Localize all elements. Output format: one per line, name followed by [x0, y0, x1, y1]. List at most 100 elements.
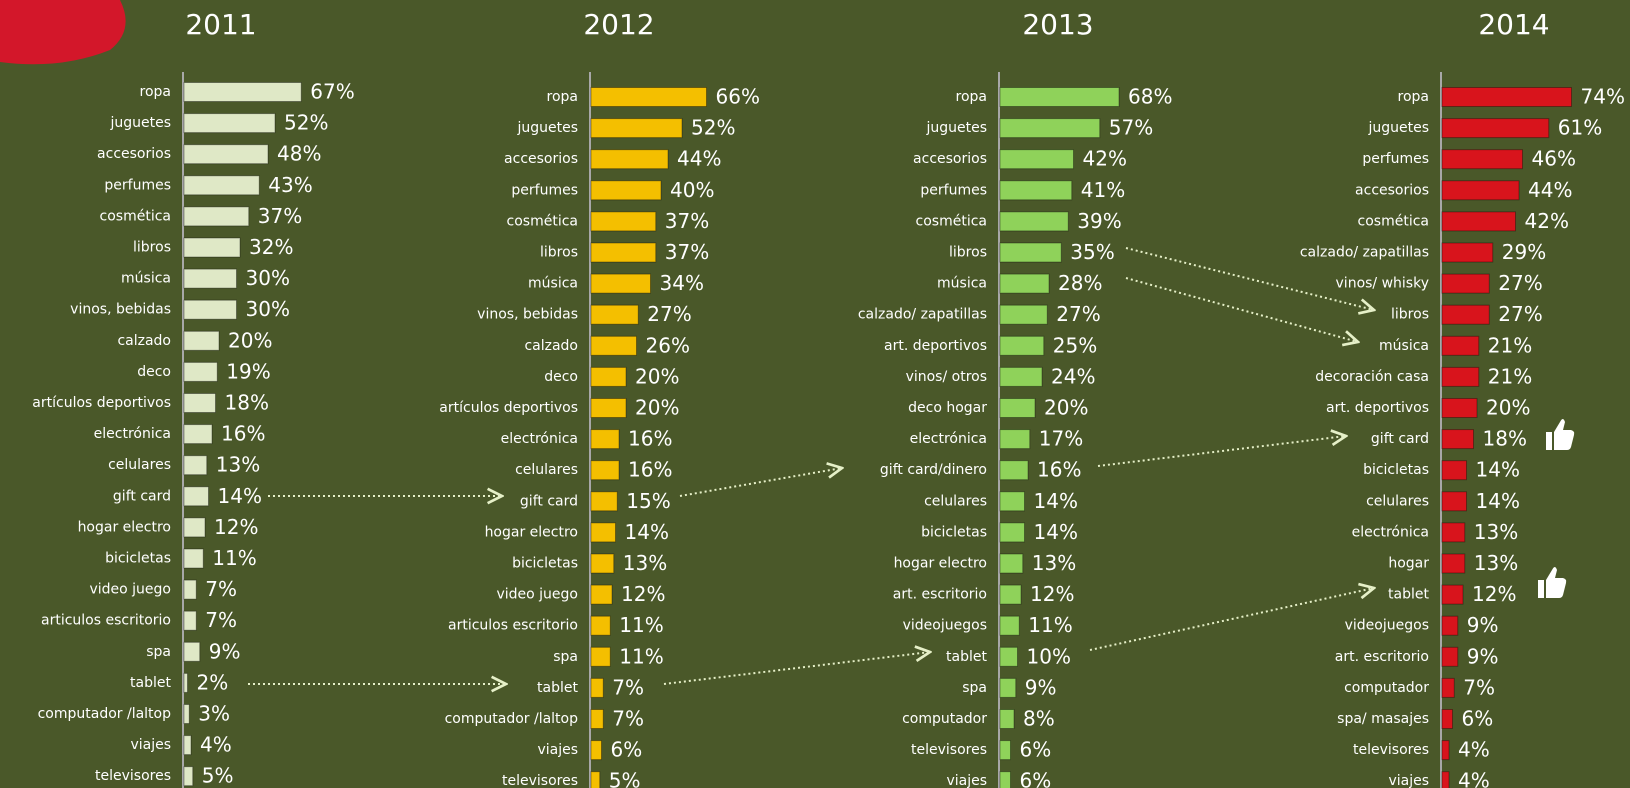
value-label: 67%	[310, 80, 354, 104]
category-label: gift card/dinero	[880, 462, 987, 478]
value-label: 46%	[1532, 147, 1576, 171]
value-label: 4%	[200, 733, 232, 757]
value-label: 61%	[1558, 116, 1602, 140]
value-label: 9%	[1467, 613, 1499, 637]
bar	[184, 238, 240, 257]
category-label: spa/ masajes	[1337, 711, 1429, 727]
value-label: 5%	[609, 769, 641, 788]
category-label: accesorios	[913, 151, 987, 167]
category-label: tablet	[130, 675, 171, 691]
category-label: juguetes	[516, 120, 578, 136]
category-label: artículos deportivos	[32, 395, 171, 411]
category-label: deco hogar	[908, 400, 987, 416]
panel-title: 2013	[1022, 8, 1093, 41]
value-label: 7%	[612, 675, 644, 699]
value-label: 13%	[1474, 520, 1518, 544]
value-label: 6%	[611, 738, 643, 762]
value-label: 20%	[1044, 396, 1088, 420]
value-label: 14%	[1476, 489, 1520, 513]
bar	[184, 580, 196, 599]
value-label: 14%	[1476, 458, 1520, 482]
bar	[1000, 399, 1035, 418]
bar	[1442, 523, 1465, 542]
value-label: 42%	[1083, 147, 1127, 171]
bar	[184, 611, 196, 630]
bar	[591, 647, 610, 666]
value-label: 4%	[1458, 738, 1490, 762]
bar	[1000, 554, 1023, 573]
bar	[591, 492, 617, 511]
bar	[591, 585, 612, 604]
bar	[1442, 212, 1516, 231]
bar	[184, 705, 189, 724]
bar	[1442, 772, 1449, 788]
category-label: ropa	[140, 84, 171, 100]
bar	[1442, 399, 1477, 418]
value-label: 20%	[635, 396, 679, 420]
value-label: 68%	[1128, 85, 1172, 109]
panel-title: 2012	[583, 8, 654, 41]
category-label: celulares	[108, 457, 171, 473]
value-label: 14%	[218, 484, 262, 508]
category-label: art. escritorio	[1335, 649, 1429, 665]
value-label: 26%	[646, 333, 690, 357]
value-label: 5%	[202, 764, 234, 788]
value-label: 16%	[628, 458, 672, 482]
category-label: libros	[949, 245, 987, 261]
bar	[1442, 150, 1523, 169]
value-label: 10%	[1027, 644, 1071, 668]
value-label: 7%	[1463, 675, 1495, 699]
category-label: música	[121, 271, 171, 287]
value-label: 40%	[670, 178, 714, 202]
category-label: ropa	[547, 89, 578, 105]
value-label: 30%	[246, 297, 290, 321]
bar	[1442, 554, 1465, 573]
value-label: 8%	[1023, 707, 1055, 731]
category-label: perfumes	[920, 182, 987, 198]
category-label: juguetes	[1367, 120, 1429, 136]
bar	[591, 772, 600, 788]
value-label: 11%	[619, 613, 663, 637]
bar	[1000, 523, 1025, 542]
bar	[1000, 88, 1119, 107]
bar	[184, 83, 301, 102]
category-label: libros	[133, 240, 171, 256]
category-label: videojuegos	[903, 618, 987, 634]
category-label: televisores	[1353, 742, 1429, 758]
category-label: tablet	[537, 680, 578, 696]
category-label: art. deportivos	[884, 338, 987, 354]
bar	[591, 305, 638, 324]
category-label: accesorios	[97, 146, 171, 162]
value-label: 7%	[205, 608, 237, 632]
bar	[1442, 430, 1474, 449]
bar	[1000, 181, 1072, 200]
category-label: computador /laltop	[445, 711, 579, 727]
category-label: electrónica	[910, 431, 987, 447]
category-label: bicicletas	[512, 556, 578, 572]
value-label: 2%	[197, 670, 229, 694]
category-label: video juego	[89, 582, 171, 598]
category-label: viajes	[1388, 773, 1429, 788]
value-label: 34%	[660, 271, 704, 295]
value-label: 37%	[258, 204, 302, 228]
category-label: juguetes	[925, 120, 987, 136]
category-label: ropa	[1398, 89, 1429, 105]
bar	[591, 461, 619, 480]
category-label: cosmética	[1358, 213, 1429, 229]
category-label: computador	[902, 711, 987, 727]
value-label: 16%	[1037, 458, 1081, 482]
bar	[184, 269, 237, 288]
bar	[591, 150, 668, 169]
value-label: 16%	[628, 427, 672, 451]
value-label: 11%	[212, 546, 256, 570]
category-label: libros	[1391, 307, 1429, 323]
bar	[184, 207, 249, 226]
value-label: 7%	[205, 577, 237, 601]
category-label: deco	[137, 364, 171, 380]
value-label: 17%	[1039, 427, 1083, 451]
bar	[1442, 616, 1458, 635]
bar	[1442, 243, 1493, 262]
bar	[1442, 367, 1479, 386]
category-label: calzado/ zapatillas	[858, 307, 987, 323]
category-label: bicicletas	[921, 524, 987, 540]
